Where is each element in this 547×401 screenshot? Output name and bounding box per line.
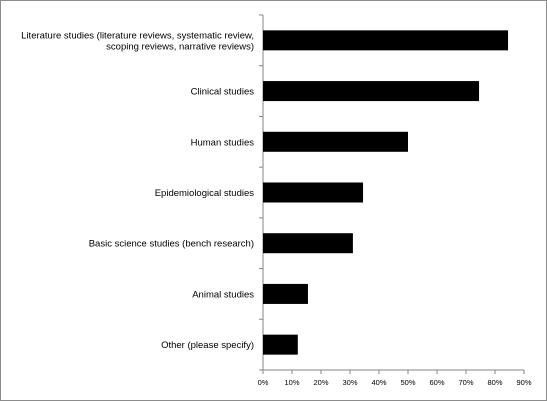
category-label: Basic science studies (bench research): [89, 239, 254, 250]
category-label-line: Epidemiological studies: [155, 188, 255, 199]
x-tick-label: 70%: [458, 378, 473, 387]
x-tick-label: 30%: [342, 378, 357, 387]
x-tick-label: 20%: [313, 378, 328, 387]
x-tick-label: 50%: [400, 378, 415, 387]
category-label-line: Human studies: [191, 137, 255, 148]
category-label: Animal studies: [192, 289, 254, 300]
category-label-line: Literature studies (literature reviews, …: [21, 30, 254, 41]
x-tick-label: 0%: [258, 378, 269, 387]
category-label: Epidemiological studies: [155, 188, 255, 199]
x-tick-label: 80%: [487, 378, 502, 387]
category-label-line: scoping reviews, narrative reviews): [106, 41, 254, 52]
category-label-line: Clinical studies: [191, 87, 255, 98]
category-label-line: Animal studies: [192, 289, 254, 300]
bar: [263, 81, 480, 102]
category-label: Human studies: [191, 137, 255, 148]
bar: [263, 182, 364, 203]
x-tick-label: 90%: [516, 378, 531, 387]
x-tick-label: 60%: [429, 378, 444, 387]
bar: [263, 334, 298, 355]
category-label: Other (please specify): [161, 340, 254, 351]
category-label: Clinical studies: [191, 87, 255, 98]
category-label-line: Basic science studies (bench research): [89, 239, 254, 250]
bar: [263, 30, 509, 51]
category-label-line: Other (please specify): [161, 340, 254, 351]
x-tick-label: 40%: [371, 378, 386, 387]
x-tick-label: 10%: [284, 378, 299, 387]
bar: [263, 131, 408, 152]
category-label: Literature studies (literature reviews, …: [21, 30, 254, 52]
bar: [263, 283, 308, 304]
bar: [263, 233, 353, 254]
